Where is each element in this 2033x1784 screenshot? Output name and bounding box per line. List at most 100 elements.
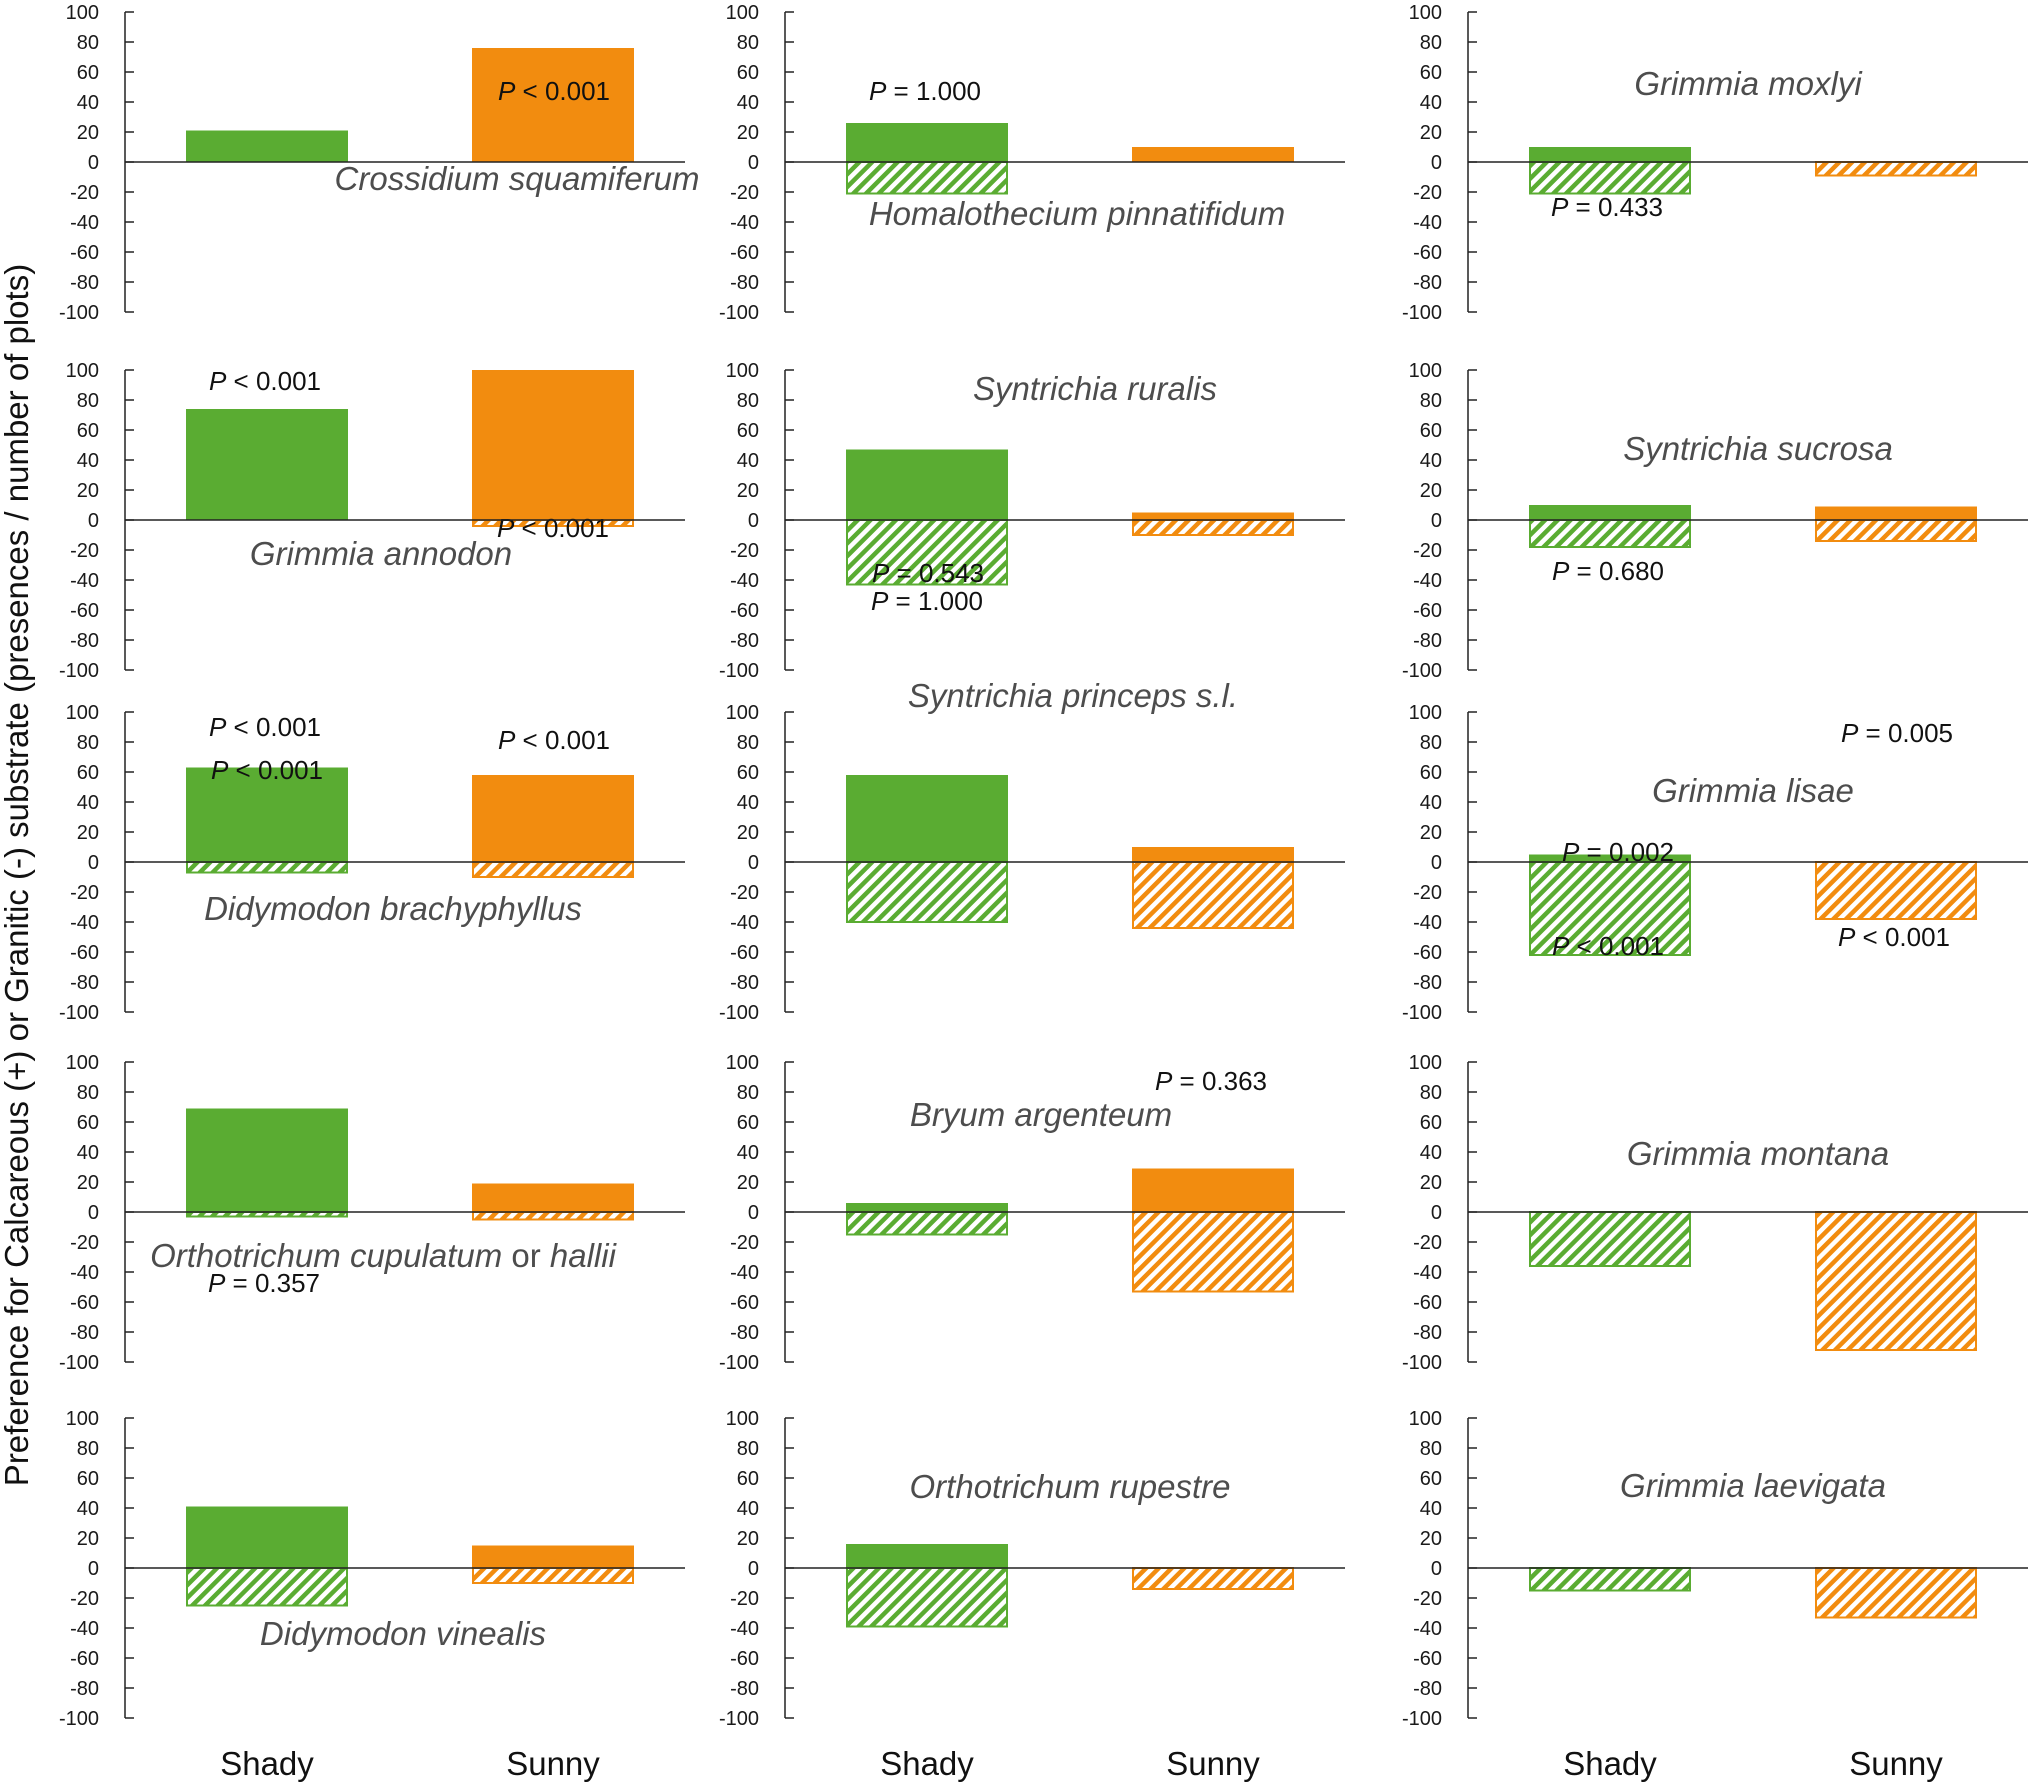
x-labels-layer: Shady Sunny Shady Sunny Shady Sunny <box>220 1745 1943 1782</box>
y-tick-label: 80 <box>77 32 99 54</box>
y-tick-label: 60 <box>77 1468 99 1490</box>
y-tick-label: -60 <box>70 600 99 622</box>
y-tick-label: 0 <box>748 152 759 174</box>
species-name: Didymodon vinealis <box>260 1615 546 1652</box>
bar-calcareous <box>846 775 1008 862</box>
y-tick-label: -60 <box>1413 1648 1442 1670</box>
y-tick-label: 20 <box>1420 822 1442 844</box>
species-label: Grimmia montana <box>1627 1135 1889 1172</box>
p-symbol: P <box>211 755 229 785</box>
bar-calcareous <box>1529 505 1691 520</box>
y-tick-label: 20 <box>77 822 99 844</box>
p-value-label: P < 0.001 <box>211 755 323 785</box>
y-tick-label: 100 <box>1409 2 1442 24</box>
species-name: Orthotrichum rupestre <box>910 1468 1231 1505</box>
y-tick-label: 100 <box>726 1408 759 1430</box>
y-tick-label: 40 <box>77 1498 99 1520</box>
y-tick-label: 80 <box>1420 1438 1442 1460</box>
y-tick-label: -20 <box>70 882 99 904</box>
p-symbol: P <box>871 586 889 616</box>
bar-calcareous <box>186 130 348 162</box>
y-tick-label: -40 <box>70 912 99 934</box>
y-tick-label: -100 <box>59 1002 99 1024</box>
x-category-label: Sunny <box>506 1745 600 1782</box>
p-value-label: P = 0.363 <box>1155 1066 1267 1096</box>
y-tick-label: -60 <box>730 242 759 264</box>
y-tick-label: -100 <box>1402 1002 1442 1024</box>
chart-panel: 100 80 60 40 20 0 -20 -40 -60 -80 -100 P = 1.000 Hom… <box>719 2 1345 324</box>
bar-granitic <box>1529 1211 1691 1267</box>
y-tick-label: -20 <box>1413 1232 1442 1254</box>
y-tick-label: -60 <box>70 242 99 264</box>
p-value-text: < 0.001 <box>1855 922 1950 952</box>
p-value-text: = 0.680 <box>1569 556 1664 586</box>
chart-panel: 100 80 60 40 20 0 -20 -40 -60 -80 -100 P < 0.001 Ort… <box>59 755 685 1374</box>
y-tick-label: 60 <box>1420 762 1442 784</box>
y-tick-label: 100 <box>1409 1408 1442 1430</box>
y-tick-label: 80 <box>737 732 759 754</box>
species-label: Didymodon vinealis <box>260 1615 546 1652</box>
bar-granitic <box>1132 1567 1294 1590</box>
y-tick-label: -100 <box>1402 302 1442 324</box>
y-tick-label: -60 <box>1413 942 1442 964</box>
bar-granitic <box>1529 519 1691 548</box>
y-tick-label: -100 <box>59 660 99 682</box>
y-tick-label: 40 <box>1420 792 1442 814</box>
y-tick-label: -20 <box>1413 1588 1442 1610</box>
y-tick-label: -40 <box>1413 1618 1442 1640</box>
y-tick-label: 100 <box>66 702 99 724</box>
p-value-text: = 1.000 <box>886 76 981 106</box>
chart-panel: 100 80 60 40 20 0 -20 -40 -60 -80 -100 P = 0.543 Syn… <box>719 558 1345 1024</box>
y-tick-label: 100 <box>66 1052 99 1074</box>
y-tick-label: -60 <box>730 942 759 964</box>
y-tick-label: -40 <box>1413 912 1442 934</box>
y-tick-label: 60 <box>77 420 99 442</box>
p-symbol: P <box>1551 192 1569 222</box>
y-tick-label: -40 <box>70 570 99 592</box>
y-tick-label: -100 <box>59 302 99 324</box>
bar-calcareous <box>1815 506 1977 520</box>
species-label: Orthotrichum rupestre <box>910 1468 1231 1505</box>
chart-panel: 100 80 60 40 20 0 -20 -40 -60 -80 -100 P < 0.001 Cro… <box>59 2 700 324</box>
y-axis-label: Preference for Calcareous (+) or Graniti… <box>0 264 35 1486</box>
y-tick-label: 100 <box>1409 702 1442 724</box>
bar-calcareous <box>186 1108 348 1212</box>
y-tick-label: -80 <box>70 1678 99 1700</box>
bar-granitic <box>1132 861 1294 929</box>
species-name: Grimmia annodon <box>250 535 512 572</box>
y-tick-label: -40 <box>1413 1262 1442 1284</box>
p-value-text: < 0.001 <box>1569 931 1664 961</box>
y-tick-label: -60 <box>1413 600 1442 622</box>
y-tick-label: -80 <box>730 972 759 994</box>
y-tick-label: 100 <box>726 1052 759 1074</box>
p-value-label: P = 0.680 <box>1552 556 1664 586</box>
p-value-label: P < 0.001 <box>497 513 609 543</box>
x-category-label: Sunny <box>1849 1745 1943 1782</box>
y-tick-label: 100 <box>1409 360 1442 382</box>
species-label: Grimmia lisae <box>1652 772 1854 809</box>
y-tick-label: 40 <box>1420 1498 1442 1520</box>
y-tick-label: -80 <box>1413 1678 1442 1700</box>
p-value-label: P = 0.005 <box>1841 718 1953 748</box>
bar-granitic <box>846 1567 1008 1628</box>
y-tick-label: 40 <box>737 1498 759 1520</box>
bar-granitic <box>846 519 1008 586</box>
species-label: Syntrichia sucrosa <box>1623 430 1893 467</box>
y-tick-label: 20 <box>1420 480 1442 502</box>
p-symbol: P <box>498 725 516 755</box>
bar-granitic <box>1529 1567 1691 1592</box>
y-tick-label: 20 <box>77 1172 99 1194</box>
bar-granitic <box>186 861 348 874</box>
species-name: Grimmia laevigata <box>1620 1467 1886 1504</box>
species-name: Bryum argenteum <box>910 1096 1172 1133</box>
chart-panel: 100 80 60 40 20 0 -20 -40 -60 -80 -100 Orthotrichum… <box>719 1408 1345 1730</box>
y-tick-label: 0 <box>88 152 99 174</box>
chart-panel: 100 80 60 40 20 0 -20 -40 -60 -80 -100 P = 0.680 Syn… <box>1402 360 2028 682</box>
species-name: Homalothecium pinnatifidum <box>869 195 1285 232</box>
y-tick-label: 80 <box>77 1438 99 1460</box>
y-tick-label: -100 <box>719 1352 759 1374</box>
y-tick-label: 100 <box>66 1408 99 1430</box>
